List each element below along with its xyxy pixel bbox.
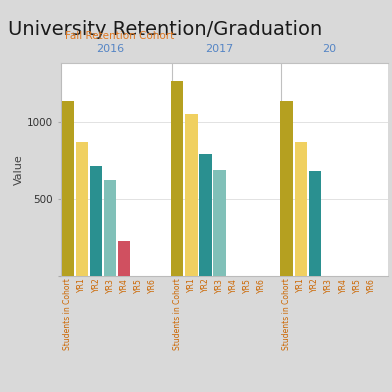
Y-axis label: Value: Value [14, 154, 24, 185]
Text: 2017: 2017 [205, 44, 234, 54]
Bar [104, 180, 116, 276]
Text: University Retention/Graduation: University Retention/Graduation [8, 20, 322, 38]
Bar [90, 167, 102, 276]
Bar [309, 171, 321, 276]
Bar [294, 142, 307, 276]
Bar [171, 81, 183, 276]
Text: 2016: 2016 [96, 44, 124, 54]
Text: Fall Retention Cohort: Fall Retention Cohort [65, 31, 174, 41]
Bar [185, 114, 198, 276]
Bar [280, 102, 293, 276]
Bar [118, 241, 131, 276]
Bar [76, 142, 88, 276]
Bar [213, 169, 226, 276]
Text: 20: 20 [322, 44, 336, 54]
Bar [62, 102, 74, 276]
Bar [199, 154, 212, 276]
